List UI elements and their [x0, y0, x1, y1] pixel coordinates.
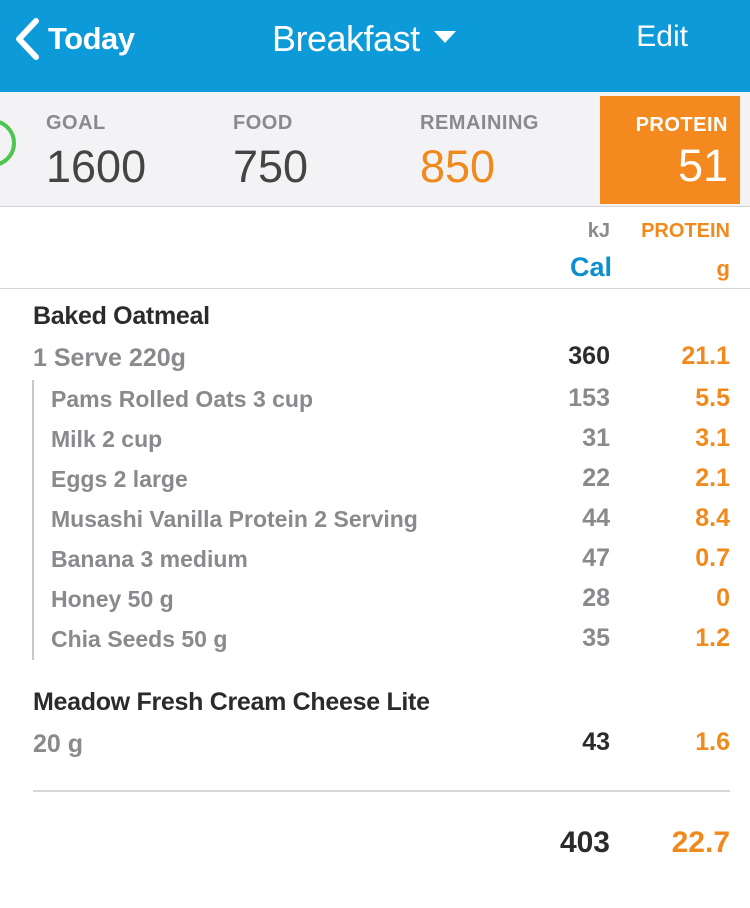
remaining-summary: REMAINING 850 [420, 112, 539, 193]
goal-value: 1600 [46, 141, 147, 192]
food-entry-name: Baked Oatmeal [33, 302, 210, 330]
chevron-left-icon [14, 17, 40, 61]
total-protein: 22.7 [671, 826, 730, 859]
remaining-value: 850 [420, 141, 496, 192]
food-entry-serving: 20 g [33, 730, 84, 758]
ingredient-name: Pams Rolled Oats 3 cup [51, 386, 314, 412]
food-entry-cal: 43 [582, 728, 610, 756]
ingredient-cal: 35 [582, 624, 610, 652]
nutrition-summary: GOAL 1600 FOOD 750 REMAINING 850 PROTEIN… [0, 92, 750, 207]
goal-label: GOAL [46, 112, 106, 134]
edit-button[interactable]: Edit [636, 20, 688, 53]
ingredient-protein: 0.7 [695, 544, 730, 572]
protein-summary-value: 51 [677, 140, 728, 191]
food-summary: FOOD 750 [233, 112, 308, 193]
back-button[interactable]: Today [14, 16, 135, 62]
ingredient-cal: 44 [582, 504, 610, 532]
total-cal: 403 [559, 826, 610, 859]
ingredient-group-bar [32, 380, 34, 660]
food-value: 750 [233, 141, 309, 192]
food-entry-protein: 21.1 [681, 342, 730, 370]
food-entry-cal: 360 [568, 342, 610, 370]
protein-unit-header: g [716, 256, 730, 281]
protein-column-header: PROTEIN [641, 220, 730, 242]
food-entry-name: Meadow Fresh Cream Cheese Lite [33, 688, 430, 716]
protein-summary-tile[interactable]: PROTEIN 51 [600, 96, 740, 204]
protein-summary-label: PROTEIN [635, 114, 728, 136]
energy-alt-unit-toggle[interactable]: kJ [587, 220, 610, 242]
ingredient-protein: 5.5 [695, 384, 730, 412]
ingredient-protein: 2.1 [695, 464, 730, 492]
ingredient-protein: 0 [716, 584, 730, 612]
ingredient-cal: 31 [582, 424, 610, 452]
energy-unit-header[interactable]: Cal [569, 252, 612, 282]
ingredient-name: Musashi Vanilla Protein 2 Serving [51, 506, 418, 532]
remaining-label: REMAINING [420, 112, 539, 134]
ingredient-cal: 28 [582, 584, 610, 612]
totals-divider [33, 790, 730, 792]
nav-bar: Today Breakfast Edit [0, 0, 750, 92]
goal-summary: GOAL 1600 [46, 112, 146, 193]
ingredient-name: Chia Seeds 50 g [51, 626, 228, 652]
ingredient-protein: 3.1 [695, 424, 730, 452]
food-entry-serving: 1 Serve 220g [33, 344, 186, 372]
ingredient-cal: 47 [582, 544, 610, 572]
ingredient-name: Banana 3 medium [51, 546, 248, 572]
ingredient-name: Eggs 2 large [51, 466, 188, 492]
food-label: FOOD [233, 112, 293, 134]
ingredient-name: Milk 2 cup [51, 426, 163, 452]
food-entry-protein: 1.6 [695, 728, 730, 756]
column-headers: kJ Cal PROTEIN g [0, 208, 750, 289]
ingredient-protein: 8.4 [695, 504, 730, 532]
progress-ring-icon [0, 119, 16, 167]
caret-down-icon [433, 30, 456, 48]
ingredient-cal: 22 [582, 464, 610, 492]
meal-selector[interactable]: Breakfast [272, 16, 456, 62]
ingredient-name: Honey 50 g [51, 586, 174, 612]
ingredient-protein: 1.2 [695, 624, 730, 652]
ingredient-cal: 153 [568, 384, 610, 412]
page-title: Breakfast [272, 18, 420, 59]
back-label: Today [48, 21, 135, 56]
